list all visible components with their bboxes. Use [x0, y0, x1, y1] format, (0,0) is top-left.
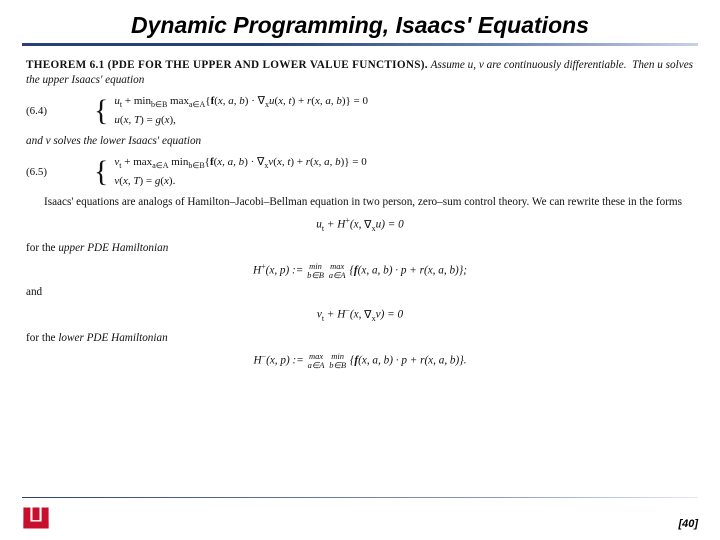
page-number: [40]: [678, 518, 698, 530]
equation-6-4: (6.4) { ut + minb∈B maxa∈A{f(x, a, b) · …: [26, 94, 694, 128]
eq-upper-hamiltonian: H+(x, p) := minb∈B maxa∈A {f(x, a, b) · …: [26, 262, 694, 279]
eq-lower-short: vt + H−(x, xv) = 0: [26, 306, 694, 325]
theorem-label: THEOREM 6.1 (PDE FOR THE UPPER AND LOWER…: [26, 59, 428, 71]
eq-65-body: vt + maxa∈A minb∈B{f(x, a, b) · xv(x, t)…: [114, 155, 366, 189]
theorem-statement: THEOREM 6.1 (PDE FOR THE UPPER AND LOWER…: [26, 58, 694, 88]
eq-lower-hamiltonian: H−(x, p) := maxa∈A minb∈B {f(x, a, b) · …: [26, 352, 694, 369]
body-paragraph: Isaacs' equations are analogs of Hamilto…: [26, 195, 694, 210]
slide-title: Dynamic Programming, Isaacs' Equations: [22, 12, 698, 43]
eq-upper-short: ut + H+(x, xu) = 0: [26, 216, 694, 235]
footer: [40]: [22, 502, 698, 530]
content-area: THEOREM 6.1 (PDE FOR THE UPPER AND LOWER…: [22, 54, 698, 497]
mid-text: and v solves the lower Isaacs' equation: [26, 134, 694, 149]
brace-icon: {: [94, 96, 108, 126]
footer-rule: [22, 497, 698, 499]
footer-block: [40]: [22, 497, 698, 531]
equation-6-5: (6.5) { vt + maxa∈A minb∈B{f(x, a, b) · …: [26, 155, 694, 189]
eq-num-64: (6.4): [26, 104, 76, 119]
brace-icon: {: [94, 157, 108, 187]
slide: Dynamic Programming, Isaacs' Equations T…: [0, 0, 720, 540]
title-rule: [22, 43, 698, 46]
eq-num-65: (6.5): [26, 165, 76, 180]
and-text: and: [26, 285, 694, 300]
eq-64-body: ut + minb∈B maxa∈A{f(x, a, b) · xu(x, t)…: [114, 94, 368, 128]
upper-hamiltonian-text: for the upper PDE Hamiltonian: [26, 241, 694, 256]
uh-logo: [22, 506, 50, 530]
lower-hamiltonian-text: for the lower PDE Hamiltonian: [26, 331, 694, 346]
